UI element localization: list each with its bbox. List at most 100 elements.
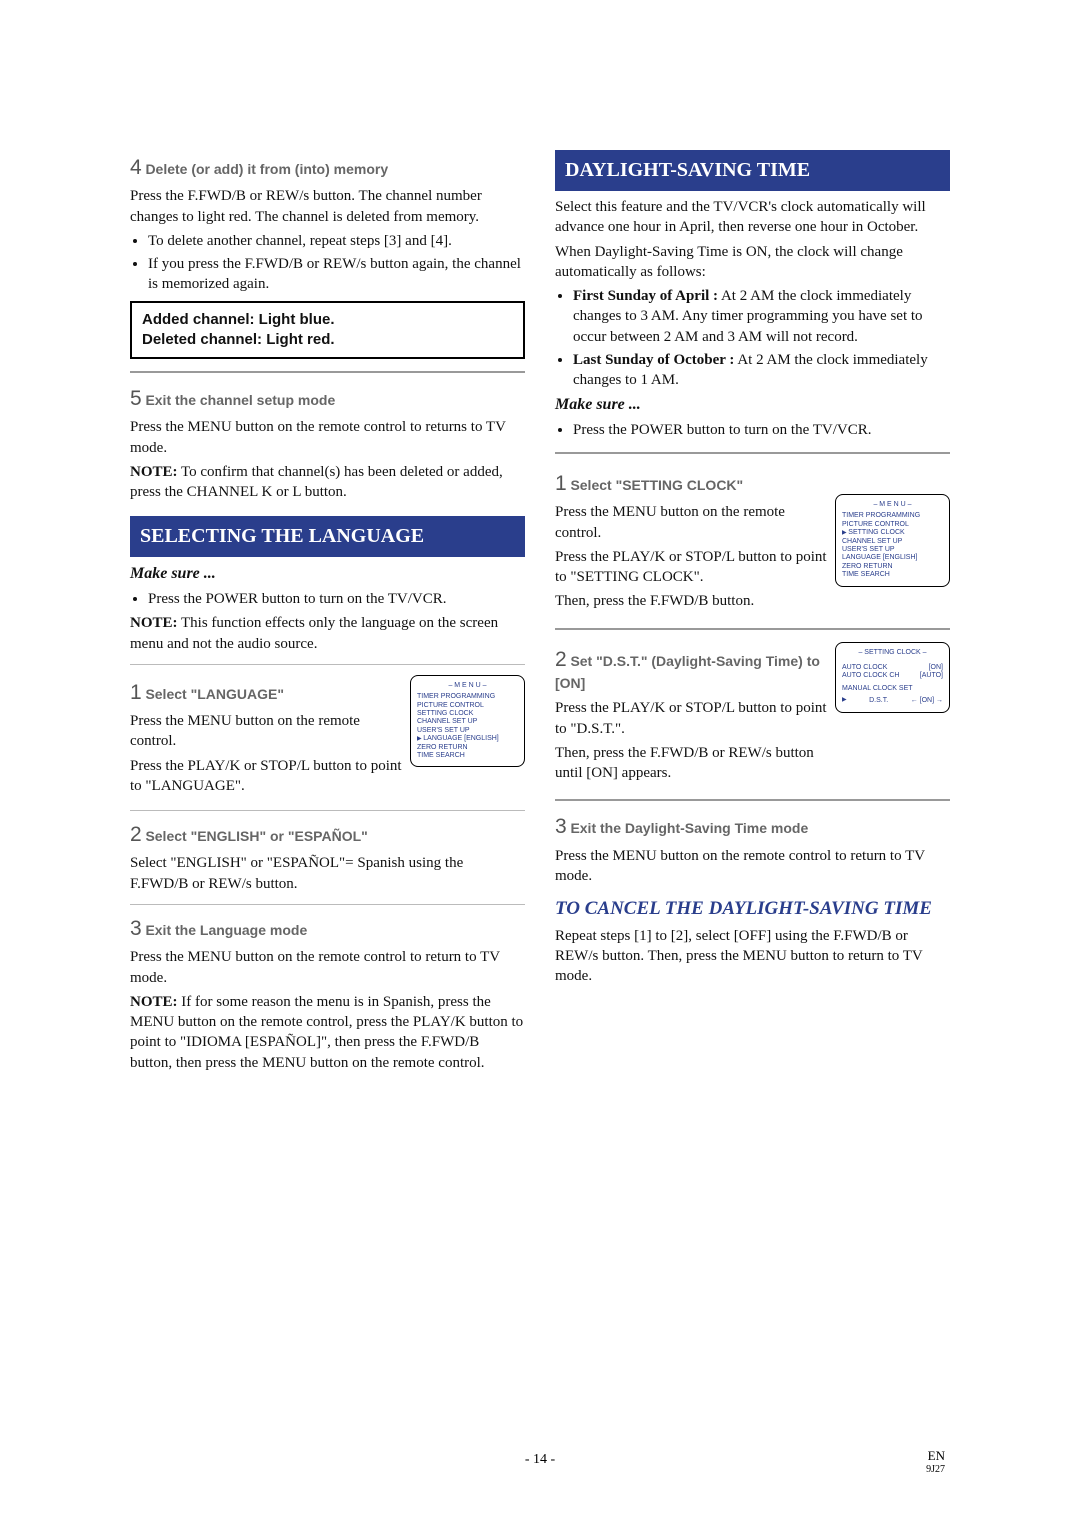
step2-heading: 2 Select "ENGLISH" or "ESPAÑOL": [130, 821, 525, 849]
language-banner: SELECTING THE LANGUAGE: [130, 516, 525, 557]
dst-intro: Select this feature and the TV/VCR's clo…: [555, 197, 950, 238]
note-label: NOTE:: [130, 464, 178, 480]
rstep2-row: 2 Set "D.S.T." (Daylight-Saving Time) to…: [555, 642, 950, 788]
menu-item: USER'S SET UP: [417, 727, 518, 735]
make-sure: Make sure ...: [130, 563, 525, 585]
page-footer-right: EN 9J27: [926, 1448, 945, 1475]
step5-note: NOTE: To confirm that channel(s) has bee…: [130, 462, 525, 503]
step5-text: Press the MENU button on the remote cont…: [130, 417, 525, 458]
right-column: DAYLIGHT-SAVING TIME Select this feature…: [555, 150, 950, 1077]
step1-p2: Press the PLAY/K or STOP/L button to poi…: [130, 756, 402, 797]
rstep1-row: 1 Select "SETTING CLOCK" Press the MENU …: [555, 466, 950, 616]
step4-heading: 4 Delete (or add) it from (into) memory: [130, 154, 525, 182]
bullet: If you press the F.FWD/B or REW/s button…: [148, 254, 525, 295]
step1-row: 1 Select "LANGUAGE" Press the MENU butto…: [130, 675, 525, 800]
rstep2-heading: 2 Set "D.S.T." (Daylight-Saving Time) to…: [555, 646, 827, 695]
step3-text: Press the MENU button on the remote cont…: [130, 947, 525, 988]
make-sure: Make sure ...: [555, 394, 950, 416]
divider: [555, 628, 950, 630]
step-number: 1: [555, 472, 567, 495]
menu-item: CHANNEL SET UP: [417, 718, 518, 726]
divider: [555, 452, 950, 454]
step4-text: Press the F.FWD/B or REW/s button. The c…: [130, 186, 525, 227]
step-number: 3: [130, 917, 142, 940]
menu-item-selected: SETTING CLOCK: [842, 529, 943, 537]
rstep2-p1: Press the PLAY/K or STOP/L button to poi…: [555, 698, 827, 739]
step3-note: NOTE: If for some reason the menu is in …: [130, 992, 525, 1073]
makesure-list: Press the POWER button to turn on the TV…: [573, 420, 950, 440]
step-label: Set "D.S.T." (Daylight-Saving Time) to […: [555, 653, 820, 691]
step-number: 3: [555, 815, 567, 838]
page-footer-center: - 14 -: [0, 1452, 1080, 1468]
rstep1-heading: 1 Select "SETTING CLOCK": [555, 470, 827, 498]
menu-title: – M E N U –: [842, 501, 943, 509]
menu-screen-language: – M E N U – TIMER PROGRAMMING PICTURE CO…: [410, 675, 525, 768]
step-number: 2: [130, 823, 142, 846]
menu-item: LANGUAGE [ENGLISH]: [842, 554, 943, 562]
bullet-label: Last Sunday of October :: [573, 352, 734, 368]
step1-heading: 1 Select "LANGUAGE": [130, 679, 402, 707]
menu-item-selected: D.S.T.← [ON] →: [842, 697, 943, 705]
note-text: If for some reason the menu is in Spanis…: [130, 994, 523, 1071]
left-column: 4 Delete (or add) it from (into) memory …: [130, 150, 525, 1077]
menu-item: TIMER PROGRAMMING: [417, 693, 518, 701]
footer-code: 9J27: [926, 1464, 945, 1475]
menu-item: SETTING CLOCK: [417, 710, 518, 718]
bullet-label: First Sunday of April :: [573, 288, 718, 304]
step-label: Select "SETTING CLOCK": [570, 477, 743, 493]
divider: [130, 664, 525, 665]
menu-item: PICTURE CONTROL: [842, 521, 943, 529]
step-number: 4: [130, 156, 142, 179]
bullet: Last Sunday of October : At 2 AM the clo…: [573, 350, 950, 391]
cancel-heading: TO CANCEL THE DAYLIGHT-SAVING TIME: [555, 896, 950, 922]
dst-intro2: When Daylight-Saving Time is ON, the clo…: [555, 242, 950, 283]
dst-banner: DAYLIGHT-SAVING TIME: [555, 150, 950, 191]
step-number: 1: [130, 681, 142, 704]
menu-item: ZERO RETURN: [417, 744, 518, 752]
note-label: NOTE:: [130, 615, 178, 631]
rstep1-p1: Press the MENU button on the remote cont…: [555, 502, 827, 543]
menu-screen-setting-clock: – SETTING CLOCK – AUTO CLOCK[ON] AUTO CL…: [835, 642, 950, 713]
menu-item-selected: LANGUAGE [ENGLISH]: [417, 735, 518, 743]
lang-note: NOTE: This function effects only the lan…: [130, 613, 525, 654]
deleted-channel: Deleted channel: Light red.: [142, 330, 513, 350]
step-number: 5: [130, 387, 142, 410]
rstep3-text: Press the MENU button on the remote cont…: [555, 846, 950, 887]
menu-item: CHANNEL SET UP: [842, 538, 943, 546]
rstep2-p2: Then, press the F.FWD/B or REW/s button …: [555, 743, 827, 784]
cancel-text: Repeat steps [1] to [2], select [OFF] us…: [555, 926, 950, 987]
bullet: To delete another channel, repeat steps …: [148, 231, 525, 251]
menu-item: MANUAL CLOCK SET: [842, 685, 943, 693]
step-label: Delete (or add) it from (into) memory: [145, 161, 388, 177]
menu-item: AUTO CLOCK CH[AUTO]: [842, 672, 943, 680]
menu-item: TIME SEARCH: [842, 571, 943, 579]
footer-en: EN: [928, 1448, 945, 1463]
note-text: This function effects only the language …: [130, 615, 498, 651]
note-label: NOTE:: [130, 994, 178, 1010]
menu-title: – M E N U –: [417, 682, 518, 690]
menu-item: AUTO CLOCK[ON]: [842, 664, 943, 672]
step-label: Select "ENGLISH" or "ESPAÑOL": [145, 828, 367, 844]
step4-bullets: To delete another channel, repeat steps …: [148, 231, 525, 295]
channel-color-box: Added channel: Light blue. Deleted chann…: [130, 301, 525, 360]
step5-heading: 5 Exit the channel setup mode: [130, 385, 525, 413]
rstep3-heading: 3 Exit the Daylight-Saving Time mode: [555, 813, 950, 841]
step-label: Select "LANGUAGE": [145, 686, 284, 702]
step-label: Exit the channel setup mode: [145, 392, 335, 408]
step1-p1: Press the MENU button on the remote cont…: [130, 711, 402, 752]
step-label: Exit the Language mode: [145, 922, 307, 938]
dst-bullets: First Sunday of April : At 2 AM the cloc…: [573, 286, 950, 390]
menu-item: ZERO RETURN: [842, 563, 943, 571]
menu-screen-clock: – M E N U – TIMER PROGRAMMING PICTURE CO…: [835, 494, 950, 587]
makesure-list: Press the POWER button to turn on the TV…: [148, 589, 525, 609]
rstep1-p3: Then, press the F.FWD/B button.: [555, 591, 827, 611]
note-text: To confirm that channel(s) has been dele…: [130, 464, 503, 500]
menu-item: TIME SEARCH: [417, 752, 518, 760]
menu-item: USER'S SET UP: [842, 546, 943, 554]
step2-text: Select "ENGLISH" or "ESPAÑOL"= Spanish u…: [130, 853, 525, 894]
rstep1-p2: Press the PLAY/K or STOP/L button to poi…: [555, 547, 827, 588]
step3-heading: 3 Exit the Language mode: [130, 915, 525, 943]
step-label: Exit the Daylight-Saving Time mode: [570, 820, 808, 836]
menu-item: TIMER PROGRAMMING: [842, 512, 943, 520]
bullet: Press the POWER button to turn on the TV…: [148, 589, 525, 609]
